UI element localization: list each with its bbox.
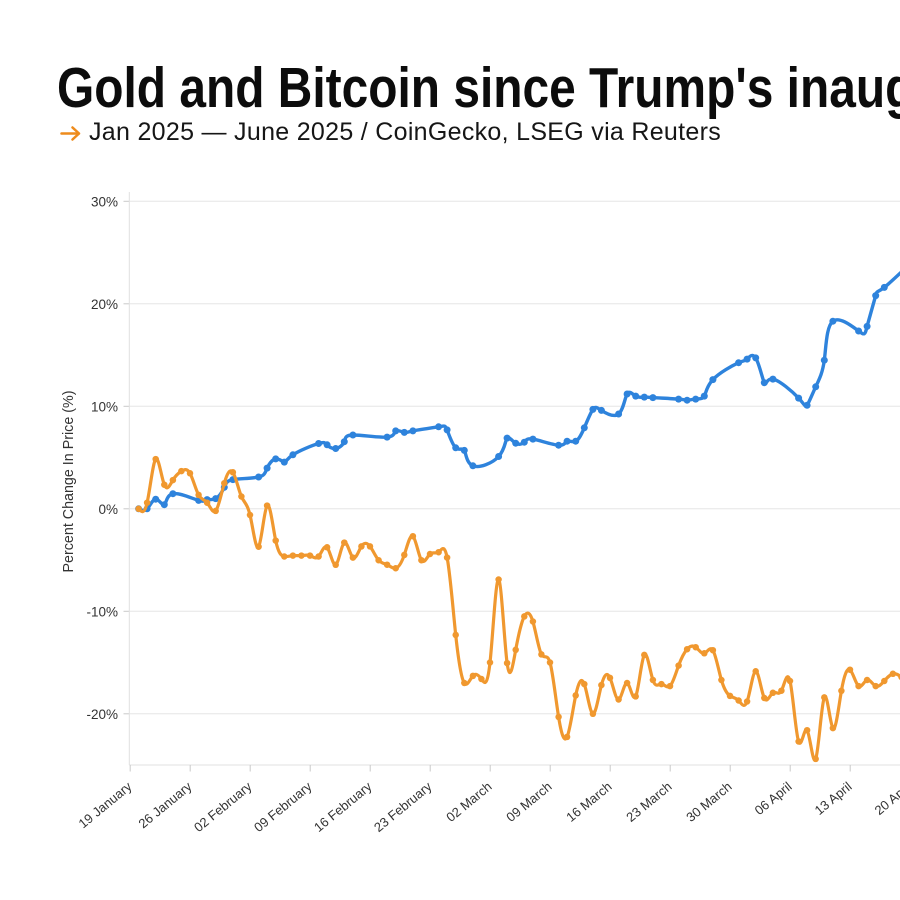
svg-text:0%: 0% — [98, 502, 118, 517]
svg-text:16 February: 16 February — [311, 778, 375, 834]
svg-text:13 April: 13 April — [812, 779, 855, 818]
svg-text:23 March: 23 March — [623, 779, 674, 825]
svg-text:-10%: -10% — [86, 604, 118, 619]
svg-text:23 February: 23 February — [371, 778, 435, 834]
svg-text:20%: 20% — [91, 297, 118, 312]
svg-text:30 March: 30 March — [683, 779, 734, 825]
svg-text:20 April: 20 April — [872, 779, 900, 818]
svg-text:16 March: 16 March — [563, 779, 614, 825]
svg-text:10%: 10% — [91, 399, 118, 414]
svg-text:02 February: 02 February — [191, 778, 255, 834]
svg-text:19 January: 19 January — [75, 778, 135, 831]
svg-text:06 April: 06 April — [752, 779, 795, 818]
svg-text:30%: 30% — [91, 194, 118, 209]
svg-text:02 March: 02 March — [443, 779, 494, 825]
svg-text:Percent Change In Price (%): Percent Change In Price (%) — [61, 391, 77, 573]
svg-text:-20%: -20% — [86, 707, 118, 722]
svg-text:09 March: 09 March — [503, 779, 554, 825]
svg-text:09 February: 09 February — [251, 778, 315, 834]
svg-text:26 January: 26 January — [135, 778, 195, 831]
